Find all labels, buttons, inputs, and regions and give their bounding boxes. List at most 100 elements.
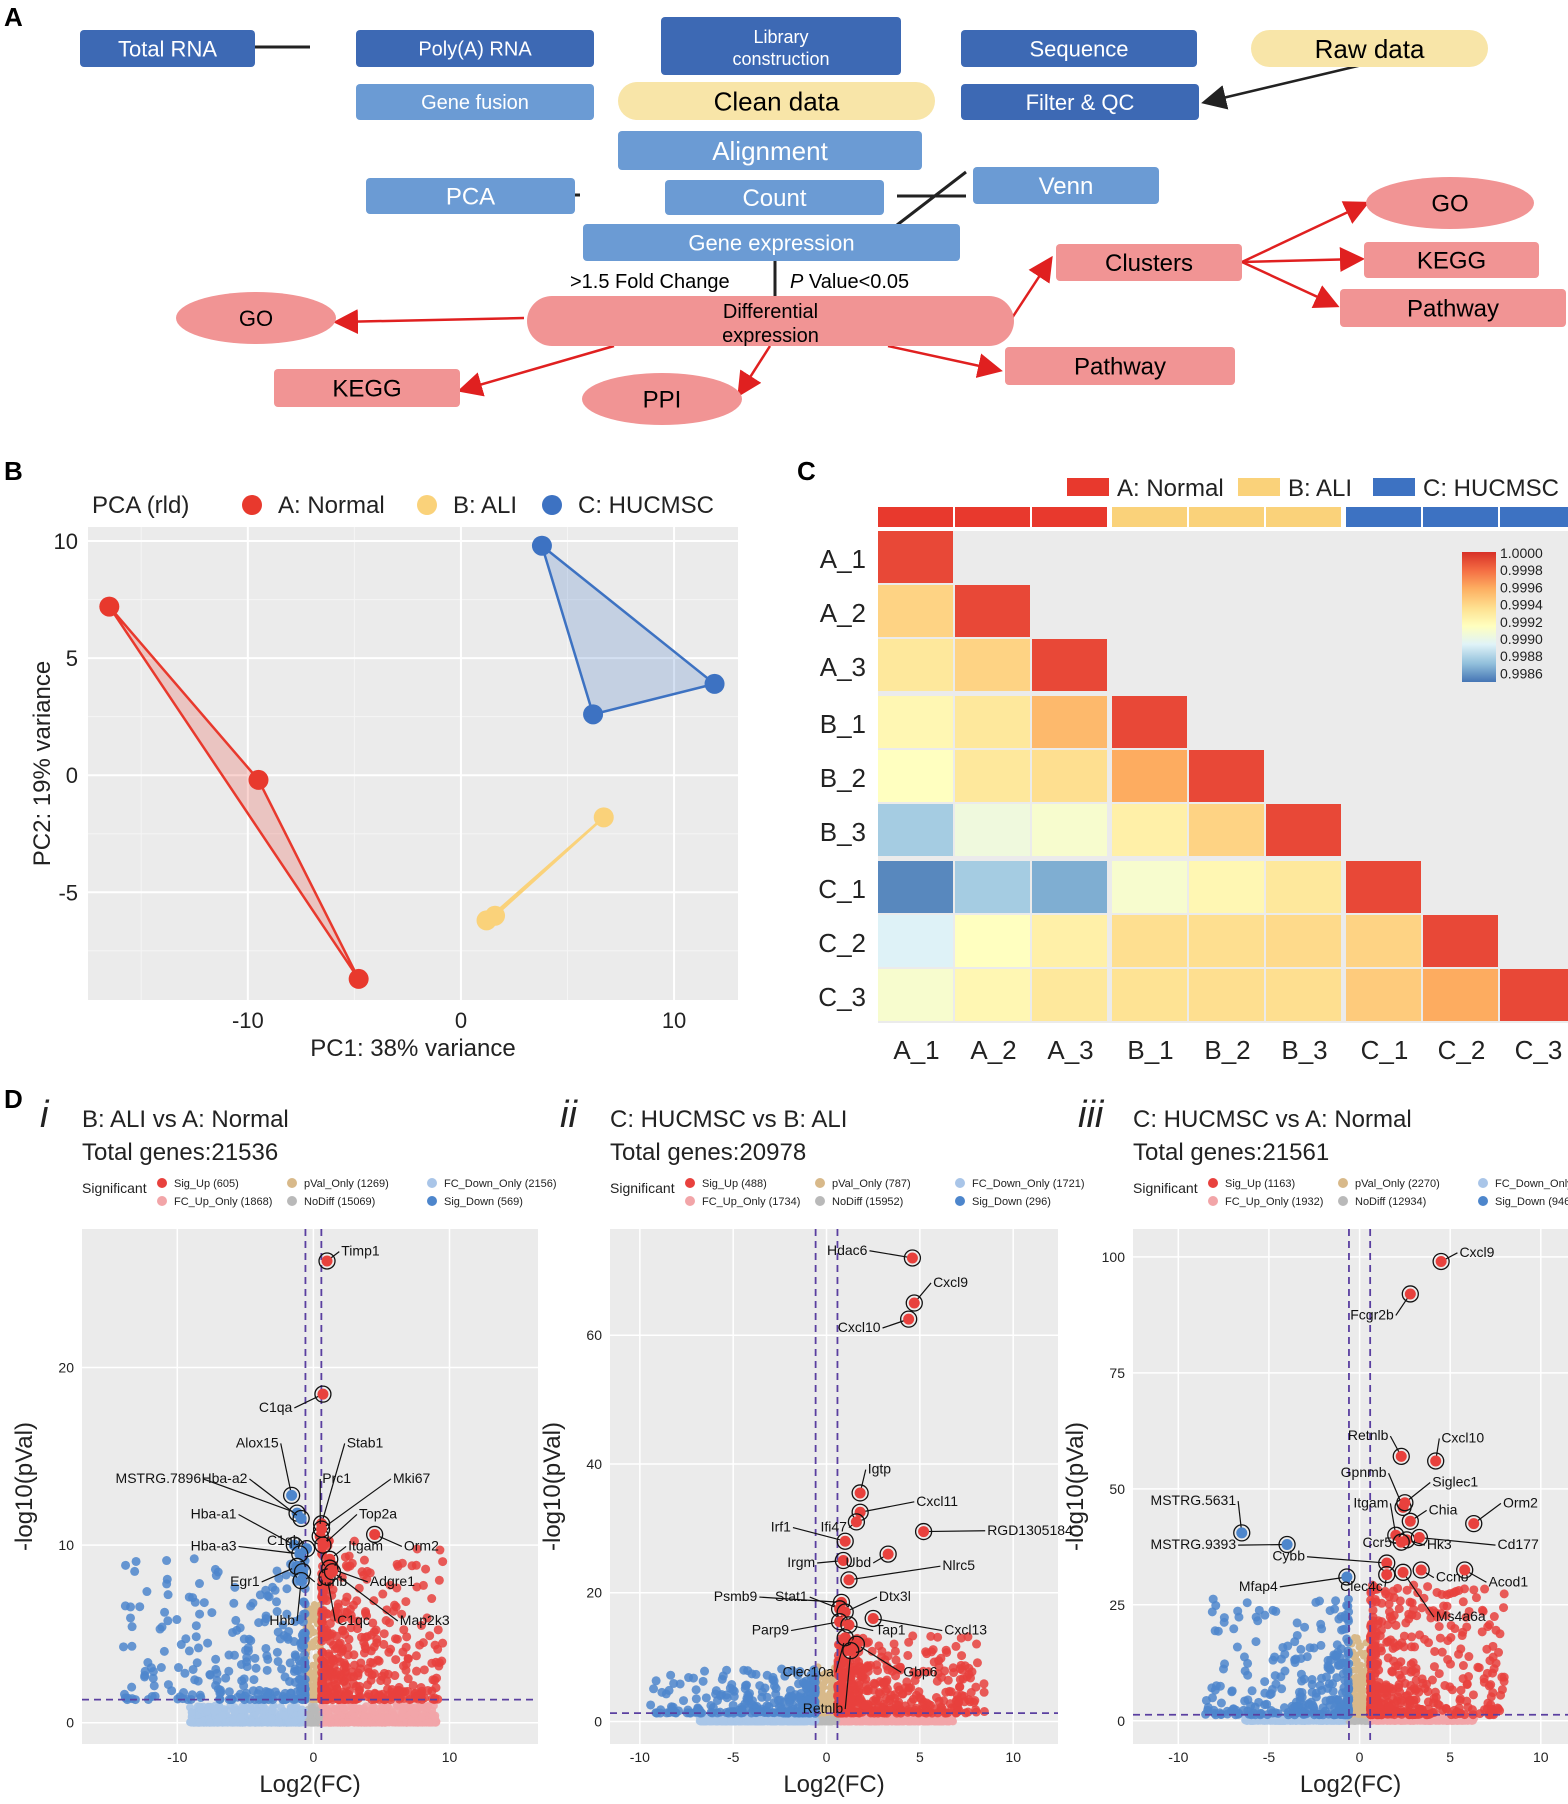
heatmap-cell bbox=[1266, 861, 1341, 913]
volcano-legend-label: FC_Up_Only (1734) bbox=[702, 1196, 800, 1208]
volcano-point-pval bbox=[311, 1604, 319, 1612]
volcano-point-up bbox=[331, 1680, 341, 1690]
volcano-point-up bbox=[851, 1654, 861, 1664]
pvalue-label: P Value<0.05 bbox=[790, 271, 909, 293]
volcano-point-up bbox=[418, 1580, 428, 1590]
volcano-point-up bbox=[933, 1632, 943, 1642]
volcano-point-up bbox=[403, 1674, 413, 1684]
volcano-point-bg bbox=[297, 1705, 306, 1714]
volcano-gene-leader bbox=[848, 1565, 941, 1581]
volcano-point-bg bbox=[946, 1716, 955, 1725]
volcano-point-up bbox=[427, 1594, 437, 1604]
volcano-xtick-label: -10 bbox=[1168, 1749, 1188, 1765]
volcano-point-up bbox=[359, 1555, 369, 1565]
volcano-point-down bbox=[126, 1602, 136, 1612]
volcano-point-up bbox=[342, 1673, 352, 1683]
volcano-point-up bbox=[937, 1672, 947, 1682]
volcano-point-up bbox=[349, 1694, 359, 1704]
volcano-point-down bbox=[224, 1666, 234, 1676]
heatmap-group-bar bbox=[1423, 507, 1498, 527]
volcano-gene-leader bbox=[249, 1478, 302, 1519]
flow-box-shape bbox=[618, 131, 922, 170]
heatmap-cell bbox=[878, 696, 953, 748]
flow-box-sequence: Sequence bbox=[961, 30, 1197, 67]
heatmap-scale-tick: 1.0000 bbox=[1500, 545, 1543, 561]
volcano-point-pval bbox=[827, 1698, 835, 1706]
flow-box-label: Count bbox=[742, 185, 806, 212]
volcano-point-down bbox=[279, 1695, 289, 1705]
heatmap-scale-tick: 0.9992 bbox=[1500, 614, 1543, 630]
volcano-gene-ring bbox=[834, 1551, 852, 1570]
volcano-gene-point bbox=[906, 1252, 918, 1264]
flow-box-label: Pathway bbox=[1407, 296, 1499, 323]
heatmap-cell bbox=[955, 969, 1030, 1021]
volcano-point-up bbox=[902, 1677, 912, 1687]
volcano-point-pval bbox=[1351, 1684, 1359, 1692]
volcano-point-up bbox=[419, 1665, 429, 1675]
volcano-point-bg bbox=[755, 1717, 764, 1726]
heatmap-cell bbox=[955, 915, 1030, 967]
volcano-point-up bbox=[957, 1651, 967, 1661]
volcano-point-down bbox=[148, 1673, 158, 1683]
heatmap-cell bbox=[1032, 750, 1107, 802]
pca-legend-marker bbox=[417, 495, 437, 515]
pca-xtick-label: 0 bbox=[455, 1008, 467, 1033]
volcano-point-bg bbox=[706, 1717, 715, 1726]
flow-box-shape bbox=[527, 296, 1014, 346]
flow-box-shape bbox=[582, 373, 742, 425]
flow-box-label: Sequence bbox=[1029, 36, 1128, 61]
volcano-point-down bbox=[195, 1609, 205, 1619]
volcano-points bbox=[1201, 1580, 1509, 1725]
volcano-point-down bbox=[221, 1673, 231, 1683]
volcano-point-bg bbox=[800, 1717, 809, 1726]
volcano-point-up bbox=[895, 1662, 905, 1672]
flow-box-shape bbox=[583, 224, 960, 261]
volcano-point-bg bbox=[321, 1703, 330, 1712]
volcano-point-up bbox=[318, 1656, 328, 1666]
volcano-gene-point bbox=[845, 1645, 857, 1657]
volcano-legend-label: pVal_Only (2270) bbox=[1355, 1178, 1440, 1190]
volcano-point-down bbox=[282, 1632, 292, 1642]
volcano-point-up bbox=[385, 1580, 395, 1590]
heatmap-scale-tick: 0.9990 bbox=[1500, 631, 1543, 647]
volcano-point-down bbox=[299, 1656, 309, 1666]
volcano-point-up bbox=[378, 1589, 388, 1599]
flow-box-label: Gene fusion bbox=[421, 92, 529, 114]
volcano-point-down bbox=[130, 1566, 140, 1576]
volcano-gene-point bbox=[854, 1487, 866, 1499]
volcano-gene-ring bbox=[314, 1536, 332, 1554]
volcano-point-down bbox=[273, 1627, 283, 1637]
volcano-point-up bbox=[879, 1677, 889, 1687]
volcano-gene-point bbox=[326, 1566, 338, 1578]
volcano-point-pval bbox=[311, 1616, 319, 1624]
volcano-point-up bbox=[954, 1697, 964, 1707]
volcano-point-up bbox=[437, 1656, 447, 1666]
volcano-ytick-label: 40 bbox=[586, 1456, 602, 1472]
volcano-point-up bbox=[903, 1650, 913, 1660]
volcano-point-down bbox=[224, 1687, 234, 1697]
heatmap-cell bbox=[955, 861, 1030, 913]
volcano-point-up bbox=[845, 1692, 855, 1702]
volcano-gene-point bbox=[317, 1388, 329, 1400]
volcano-point-down bbox=[278, 1620, 288, 1630]
volcano-point-up bbox=[410, 1689, 420, 1699]
volcano-point-bg bbox=[424, 1718, 433, 1727]
volcano-point-up bbox=[969, 1697, 979, 1707]
volcano-ytick-label: 25 bbox=[1109, 1597, 1125, 1613]
volcano-point-up bbox=[373, 1655, 383, 1665]
volcano-point-bg bbox=[699, 1717, 708, 1726]
volcano-point-pval bbox=[1352, 1666, 1360, 1674]
flow-box-shape bbox=[1366, 177, 1534, 229]
volcano-legend-marker bbox=[1478, 1178, 1488, 1188]
volcano-point-up bbox=[1477, 1627, 1487, 1637]
volcano-point-down bbox=[157, 1622, 167, 1632]
volcano-point-up bbox=[318, 1609, 328, 1619]
volcano-gene-leader bbox=[923, 1530, 986, 1533]
flow-box-pathway-mid: Pathway bbox=[1005, 347, 1235, 385]
volcano-point-bg bbox=[238, 1718, 247, 1727]
pvalue-label-rest: Value<0.05 bbox=[803, 271, 909, 293]
volcano-gene-ring bbox=[879, 1545, 897, 1563]
volcano-xtick-label: 0 bbox=[310, 1749, 318, 1765]
